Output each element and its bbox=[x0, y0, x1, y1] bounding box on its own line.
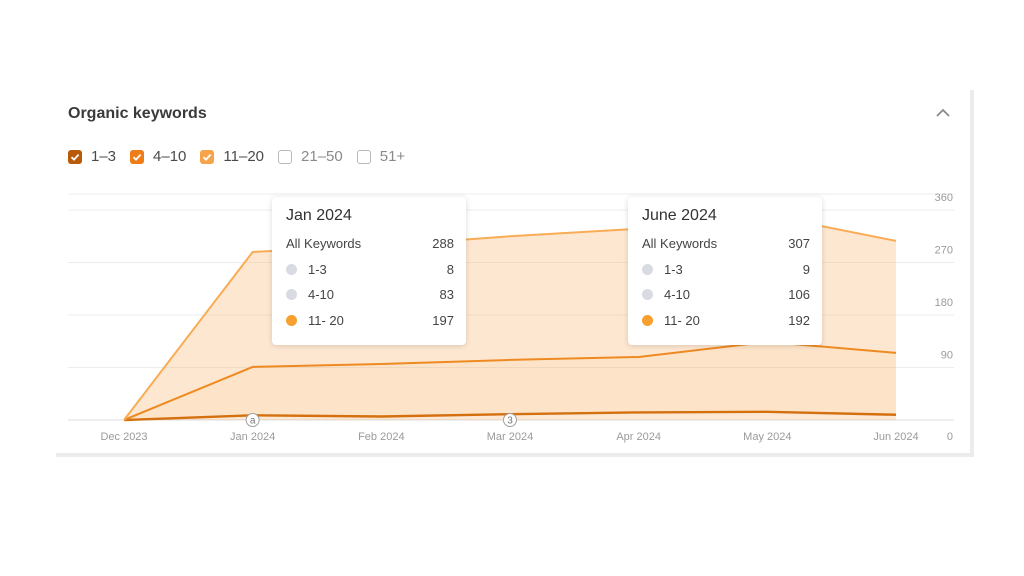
tooltip-row: 1-3 8 bbox=[286, 257, 454, 283]
area-4-10 bbox=[124, 341, 896, 420]
annotation-label: a bbox=[250, 416, 256, 427]
filter-21-50[interactable]: 21–50 bbox=[278, 148, 343, 165]
tooltip-row-label: 1-3 bbox=[308, 261, 327, 277]
tooltip-total-value: 307 bbox=[788, 236, 810, 252]
tooltip-total-label: All Keywords bbox=[286, 236, 362, 252]
x-tick-label: Jan 2024 bbox=[230, 431, 275, 443]
tooltip-row: 1-3 9 bbox=[642, 257, 810, 283]
dot-icon bbox=[642, 314, 653, 326]
keyword-position-filters: 1–3 4–10 11–20 21–50 51+ bbox=[68, 148, 419, 165]
tooltip-row-label: 11- 20 bbox=[664, 312, 700, 328]
tooltip-jan-2024: Jan 2024 All Keywords 288 1-3 8 4-10 83 … bbox=[272, 197, 466, 345]
tooltip-total-row: All Keywords 307 bbox=[642, 231, 810, 257]
tooltip-row: 4-10 106 bbox=[642, 282, 810, 308]
tooltip-title: June 2024 bbox=[642, 207, 717, 224]
card-title: Organic keywords bbox=[68, 105, 207, 122]
y-tick-label: 0 bbox=[947, 431, 953, 443]
tooltip-row-label: 4-10 bbox=[308, 287, 335, 303]
check-icon bbox=[203, 153, 212, 161]
tooltip-row-label: 11- 20 bbox=[308, 312, 344, 328]
x-tick-label: Mar 2024 bbox=[487, 431, 533, 443]
checkbox-51-plus[interactable] bbox=[356, 149, 371, 164]
tooltip-june-2024: June 2024 All Keywords 307 1-3 9 4-10 10… bbox=[628, 197, 822, 345]
y-tick-label: 270 bbox=[935, 245, 953, 257]
check-icon bbox=[70, 153, 80, 161]
tooltip-row-value: 192 bbox=[788, 312, 810, 328]
filter-1-3[interactable]: 1–3 bbox=[68, 148, 116, 165]
x-tick-label: May 2024 bbox=[743, 431, 791, 443]
checkbox-21-50[interactable] bbox=[278, 149, 293, 164]
filter-11-20[interactable]: 11–20 bbox=[200, 148, 264, 165]
filter-4-10[interactable]: 4–10 bbox=[130, 148, 186, 165]
tooltip-row-value: 83 bbox=[439, 287, 454, 303]
tooltip-row: 11- 20 197 bbox=[286, 308, 454, 334]
filter-label: 1–3 bbox=[91, 148, 117, 165]
chevron-up-icon[interactable] bbox=[934, 104, 952, 122]
dot-icon bbox=[642, 263, 653, 275]
x-tick-label: Dec 2023 bbox=[100, 431, 147, 443]
tooltip-row-value: 197 bbox=[432, 312, 454, 328]
filter-label: 11–20 bbox=[223, 148, 265, 165]
filter-label: 51+ bbox=[379, 148, 406, 165]
annotation-label: 3 bbox=[507, 416, 513, 427]
tooltip-row: 4-10 83 bbox=[286, 282, 454, 308]
tooltip-title: Jan 2024 bbox=[286, 207, 352, 224]
x-tick-label: Jun 2024 bbox=[873, 431, 918, 443]
tooltip-total-row: All Keywords 288 bbox=[286, 231, 454, 257]
tooltip-row: 11- 20 192 bbox=[642, 308, 810, 334]
tooltip-row-value: 9 bbox=[802, 261, 810, 277]
dot-icon bbox=[286, 263, 297, 275]
tooltip-row-value: 8 bbox=[446, 261, 454, 277]
dot-icon bbox=[286, 289, 297, 301]
tooltip-row-value: 106 bbox=[788, 287, 810, 303]
check-icon bbox=[132, 153, 142, 161]
filter-51-plus[interactable]: 51+ bbox=[356, 148, 406, 165]
organic-keywords-card: Organic keywords 1–3 4–10 11–20 21–50 51… bbox=[56, 90, 974, 457]
filter-label: 4–10 bbox=[153, 148, 187, 165]
x-tick-label: Feb 2024 bbox=[358, 431, 404, 443]
tooltip-row-label: 4-10 bbox=[664, 287, 691, 303]
tooltip-total-value: 288 bbox=[432, 236, 454, 252]
y-tick-label: 90 bbox=[941, 350, 953, 362]
dot-icon bbox=[286, 314, 297, 326]
y-tick-label: 180 bbox=[935, 297, 953, 309]
checkbox-4-10[interactable] bbox=[130, 149, 145, 164]
dot-icon bbox=[642, 289, 653, 301]
annotation-marker bbox=[245, 413, 260, 427]
tooltip-row-label: 1-3 bbox=[664, 261, 683, 277]
y-tick-label: 360 bbox=[935, 192, 953, 204]
tooltip-total-label: All Keywords bbox=[642, 236, 718, 252]
x-tick-label: Apr 2024 bbox=[616, 431, 661, 443]
filter-label: 21–50 bbox=[301, 148, 343, 165]
checkbox-1-3[interactable] bbox=[68, 149, 82, 164]
checkbox-11-20[interactable] bbox=[200, 149, 215, 164]
organic-keywords-chart: 0 90 180 270 360 Dec 2023 Jan 2024 Feb 2024 Mar … bbox=[68, 192, 954, 443]
annotation-marker bbox=[503, 413, 517, 427]
